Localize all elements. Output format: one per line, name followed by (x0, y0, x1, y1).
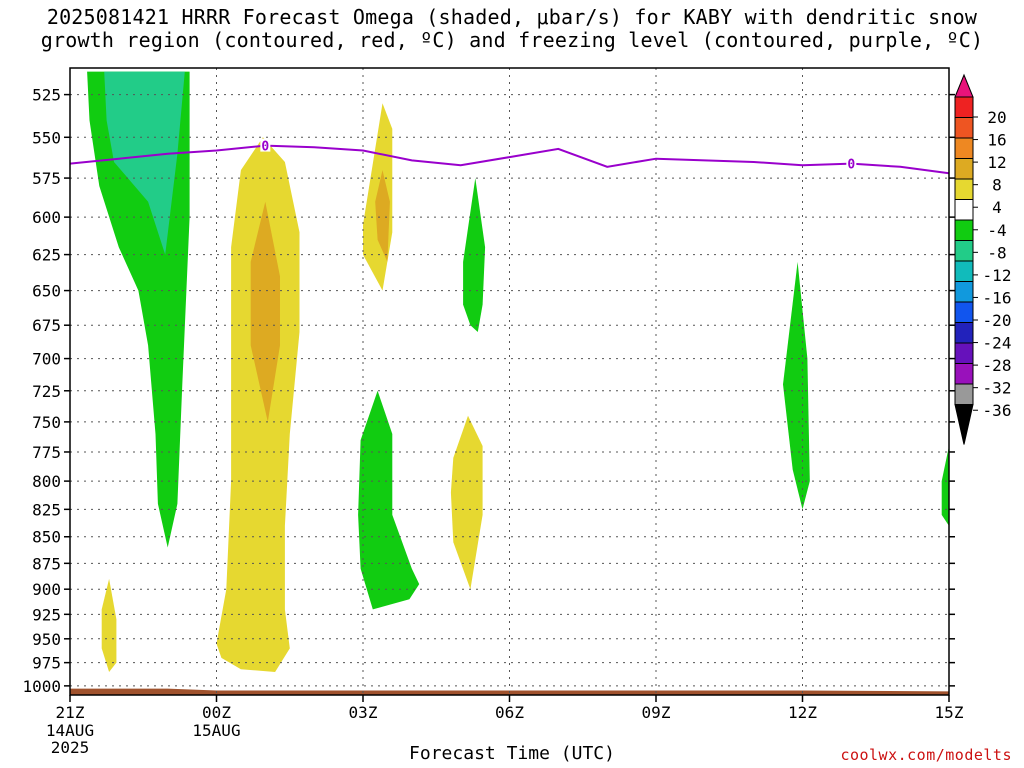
colorbar-swatch (954, 342, 974, 364)
y-tick-label: 700 (32, 350, 61, 369)
omega-region-ascent-green-d (463, 178, 486, 332)
colorbar-label: -4 (987, 221, 1006, 240)
y-tick-label: 550 (32, 128, 61, 147)
y-tick-label: 725 (32, 382, 61, 401)
freezing-level-label: 0 (261, 140, 269, 155)
colorbar-label: -8 (987, 243, 1006, 262)
colorbar-label: 4 (992, 198, 1002, 217)
x-tick-label: 09Z (642, 703, 671, 722)
colorbar-swatch (954, 117, 974, 139)
colorbar-swatch (954, 363, 974, 385)
colorbar-top-arrow (954, 73, 974, 98)
y-tick-label: 525 (32, 86, 61, 105)
colorbar-swatch (954, 322, 974, 344)
omega-region-ascent-teal-early (104, 71, 185, 255)
y-tick-label: 1000 (22, 677, 61, 696)
omega-region-ascent-green-f (941, 446, 949, 526)
colorbar-label: -20 (983, 311, 1012, 330)
x-tick-label: 06Z (495, 703, 524, 722)
title-line-1: 2025081421 HRRR Forecast Omega (shaded, … (46, 5, 978, 29)
x-tick-date-label: 2025 (51, 738, 90, 757)
y-tick-label: 600 (32, 208, 61, 227)
colorbar-label: -28 (983, 356, 1012, 375)
freezing-level-label: 0 (847, 158, 855, 173)
omega-region-ascent-green-e (783, 261, 810, 510)
x-tick-label: 00Z (202, 703, 231, 722)
colorbar-label: -32 (983, 379, 1012, 398)
title-line-2: growth region (contoured, red, ºC) and f… (40, 28, 984, 52)
colorbar-label: 16 (987, 131, 1006, 150)
y-tick-label: 850 (32, 528, 61, 547)
freezing-label-bg (260, 138, 271, 152)
freezing-level-line (69, 144, 950, 175)
y-tick-label: 925 (32, 605, 61, 624)
x-tick-label: 03Z (349, 703, 378, 722)
y-tick-label: 575 (32, 169, 61, 188)
y-tick-label: 625 (32, 246, 61, 265)
colorbar-swatch (954, 96, 974, 118)
x-tick-date-label: 14AUG (46, 721, 94, 740)
omega-region-ascent-green-c (358, 390, 420, 610)
x-tick-label: 15Z (935, 703, 964, 722)
y-tick-label: 675 (32, 316, 61, 335)
omega-region-descent-yellow-a (101, 578, 117, 672)
colorbar: 20 16 12 8 4 -4 -8 -12 -16 -20 -24 -28 -32 -36 (954, 73, 1012, 445)
colorbar-swatch (954, 137, 974, 159)
chart-title: 2025081421 HRRR Forecast Omega (shaded, … (0, 6, 1024, 52)
colorbar-label: -36 (983, 401, 1012, 420)
colorbar-swatch (954, 199, 974, 221)
y-tick-label: 750 (32, 413, 61, 432)
omega-shading (87, 71, 949, 673)
colorbar-label: 20 (987, 108, 1006, 127)
x-tick-label: 12Z (788, 703, 817, 722)
colorbar-swatch (954, 158, 974, 180)
y-tick-label: 900 (32, 580, 61, 599)
colorbar-bottom-arrow (954, 404, 974, 445)
y-tick-label: 975 (32, 654, 61, 673)
omega-region-descent-yellow-d (450, 415, 483, 590)
y-tick-label: 825 (32, 500, 61, 519)
x-axis-label: Forecast Time (UTC) (409, 743, 615, 764)
y-tick-label: 775 (32, 443, 61, 462)
omega-region-descent-orange-b (250, 201, 280, 422)
x-tick-date-label: 15AUG (192, 721, 240, 740)
colorbar-swatch (954, 219, 974, 241)
colorbar-swatch (954, 178, 974, 200)
colorbar-label: 12 (987, 153, 1006, 172)
freezing-label-bg (846, 156, 857, 170)
grid-lines (69, 68, 950, 695)
x-tick-label: 21Z (56, 703, 85, 722)
omega-region-descent-orange-c (375, 170, 390, 262)
colorbar-label: -24 (983, 334, 1012, 353)
colorbar-swatch (954, 383, 974, 405)
colorbar-label: 8 (992, 176, 1002, 195)
freezing-level-contour: 00 (69, 138, 950, 175)
y-tick-label: 950 (32, 630, 61, 649)
colorbar-swatch (954, 281, 974, 303)
colorbar-swatch (954, 260, 974, 282)
y-tick-label: 650 (32, 282, 61, 301)
colorbar-label: -12 (983, 266, 1012, 285)
colorbar-swatch (954, 240, 974, 262)
y-axis-ticks: 525 550 575 600 625 650 675 700 725 750 775 800 825 8… (22, 86, 955, 696)
colorbar-swatch (954, 301, 974, 323)
colorbar-label: -16 (983, 288, 1012, 307)
y-tick-label: 800 (32, 472, 61, 491)
credit-link[interactable]: coolwx.com/modelts (840, 746, 1012, 764)
y-tick-label: 875 (32, 554, 61, 573)
